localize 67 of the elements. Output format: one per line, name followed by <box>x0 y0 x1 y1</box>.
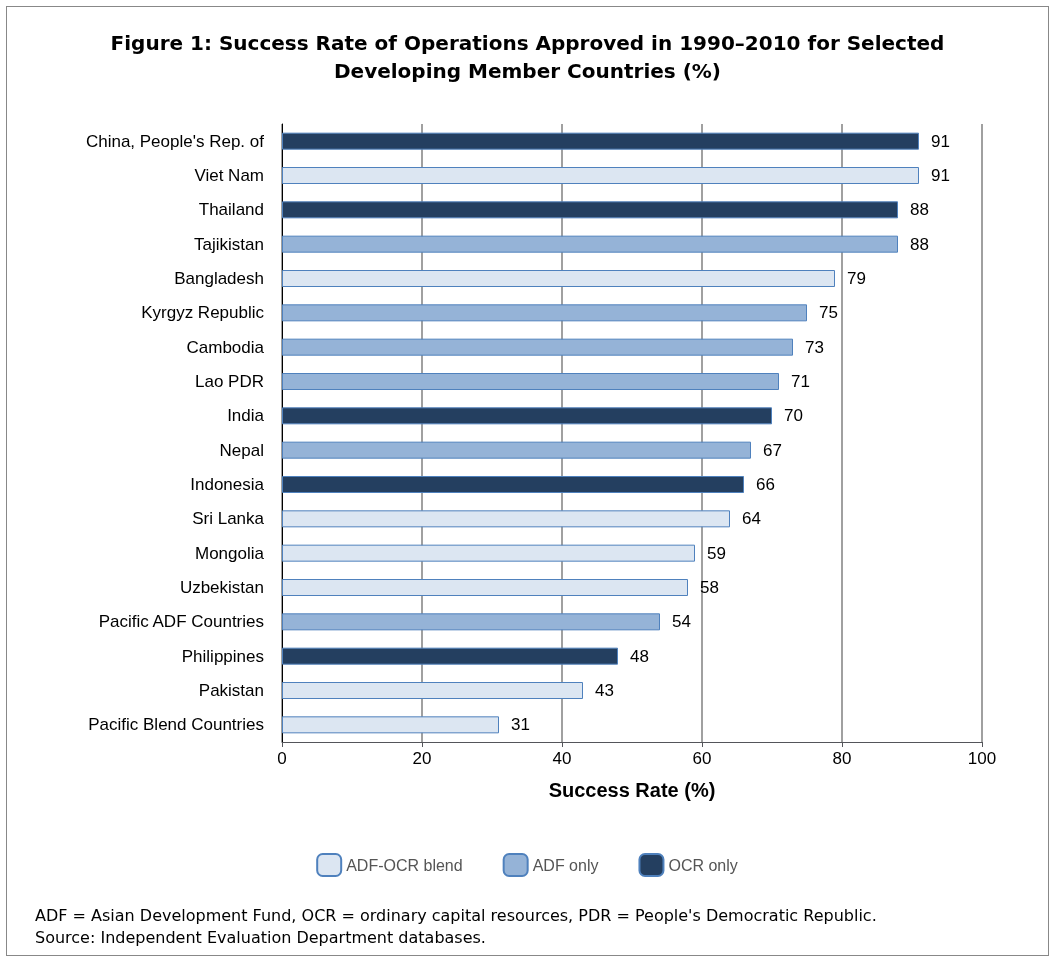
bar <box>282 304 807 322</box>
y-tick-label: Uzbekistan <box>179 578 264 597</box>
data-label: 79 <box>847 269 866 288</box>
data-label: 64 <box>742 509 761 529</box>
bar <box>282 441 751 459</box>
legend-label: OCR only <box>668 856 738 874</box>
data-label: 71 <box>791 372 810 391</box>
bar <box>282 338 793 356</box>
x-tick-label: 60 <box>692 749 712 768</box>
data-label: 91 <box>931 166 950 185</box>
y-tick-label: Philippines <box>181 646 264 666</box>
data-label: 43 <box>595 681 614 700</box>
data-label: 66 <box>756 475 775 494</box>
x-tick-label: 0 <box>277 749 287 768</box>
bar <box>282 544 695 562</box>
data-label: 73 <box>805 337 824 357</box>
legend-label: ADF-OCR blend <box>346 856 463 874</box>
data-label: 59 <box>707 543 726 563</box>
bar <box>282 270 835 287</box>
bar <box>282 201 898 219</box>
y-tick-label: Sri Lanka <box>192 509 265 529</box>
bar <box>282 682 583 699</box>
bar <box>282 476 744 493</box>
y-tick-label: Kyrgyz Republic <box>141 303 265 323</box>
data-label: 48 <box>630 646 649 666</box>
y-tick-label: India <box>227 406 265 426</box>
data-label: 67 <box>763 440 782 460</box>
text: ADF = Asian Development Fund, OCR = ordinary capital resources, PDR = People's Democratic Republic. <box>35 905 877 927</box>
data-label: 70 <box>784 406 803 426</box>
bar <box>282 167 919 184</box>
y-tick-label: Thailand <box>198 200 264 220</box>
y-tick-label: Cambodia <box>186 337 265 357</box>
y-tick-label: Pacific Blend Countries <box>88 715 264 735</box>
y-tick-label: Nepal <box>219 440 264 460</box>
data-label: 91 <box>931 131 950 151</box>
x-tick-label: 40 <box>552 749 572 768</box>
legend-label: ADF only <box>532 856 599 874</box>
data-label: 58 <box>700 578 719 597</box>
chart-title: Figure 1: Success Rate of Operations Approved in 1990–2010 for Selected Developing Member Countries (%) <box>109 30 946 85</box>
x-axis-title: Success Rate (%) <box>548 779 716 801</box>
y-tick-label: Viet Nam <box>194 166 264 185</box>
source-note: Source: Independent Evaluation Department databases. <box>35 927 487 949</box>
bar <box>282 579 688 596</box>
x-tick-label: 100 <box>967 749 997 768</box>
bar <box>282 407 772 425</box>
data-label: 75 <box>819 303 838 323</box>
y-tick-label: Lao PDR <box>195 372 264 391</box>
bar <box>282 510 730 528</box>
bar <box>282 132 919 150</box>
x-tick-label: 20 <box>412 749 432 768</box>
y-tick-label: Pakistan <box>198 681 264 700</box>
data-label: 54 <box>672 612 691 632</box>
y-tick-label: Pacific ADF Countries <box>98 612 264 632</box>
bar <box>282 647 618 665</box>
bar <box>282 716 499 734</box>
data-label: 31 <box>511 715 530 735</box>
y-tick-label: Indonesia <box>190 475 265 494</box>
y-tick-label: Mongolia <box>195 543 265 563</box>
x-tick-label: 80 <box>832 749 852 768</box>
y-tick-label: Bangladesh <box>174 269 264 288</box>
data-label: 88 <box>910 234 929 254</box>
bar <box>282 373 779 390</box>
data-label: 88 <box>910 200 929 220</box>
y-tick-label: Tajikistan <box>194 234 264 254</box>
y-tick-label: China, People's Rep. of <box>85 131 265 151</box>
bar <box>282 235 898 253</box>
bar <box>282 613 660 631</box>
